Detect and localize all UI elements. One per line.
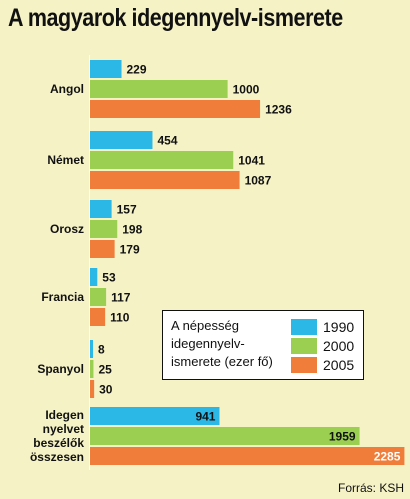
chart-title: A magyarok idegennyelv-ismerete	[8, 4, 343, 32]
bar-2005	[90, 240, 115, 258]
data-label: 1959	[329, 430, 356, 444]
legend-item-1990: 1990	[291, 318, 354, 335]
bar-2005	[90, 171, 240, 189]
bar-2000	[90, 151, 234, 169]
category-label: Idegen nyelvet beszélők összesen	[30, 408, 84, 464]
legend-item-2000: 2000	[291, 337, 354, 354]
legend-title: A népesség idegennyelv-ismerete (ezer fő…	[171, 318, 273, 369]
data-label: 1236	[265, 103, 292, 117]
bar-1990	[90, 407, 220, 425]
data-label: 941	[195, 410, 215, 424]
bar-1990	[90, 268, 98, 286]
bar-2000	[90, 427, 360, 445]
legend-swatch-1990	[291, 318, 317, 335]
bar-2005	[90, 447, 405, 465]
data-label: 2285	[374, 450, 401, 464]
legend-label-2005: 2005	[323, 356, 355, 373]
data-label: 53	[102, 271, 116, 285]
legend-swatch-2000	[291, 337, 317, 354]
source-note: Forrás: KSH	[337, 481, 404, 495]
legend-label-2000: 2000	[323, 337, 355, 354]
data-label: 117	[111, 291, 131, 305]
bar-2000	[90, 220, 118, 238]
data-label: 8	[98, 343, 105, 357]
data-label: 157	[117, 203, 137, 217]
bar-2005	[90, 308, 106, 326]
data-label: 198	[122, 223, 142, 237]
bar-2000	[90, 80, 228, 98]
data-label: 454	[157, 134, 177, 148]
legend-label-1990: 1990	[323, 318, 355, 335]
bar-1990	[90, 340, 93, 358]
bar-2000	[90, 360, 94, 378]
data-label: 179	[120, 243, 140, 257]
bar-2005	[90, 380, 95, 398]
bar-2000	[90, 288, 107, 306]
category-label: Német	[47, 153, 84, 167]
data-label: 110	[110, 311, 130, 325]
data-label: 1000	[233, 83, 260, 97]
data-label: 30	[99, 383, 113, 397]
data-label: 1087	[245, 174, 272, 188]
bar-2005	[90, 100, 261, 118]
category-label: Angol	[50, 82, 84, 96]
bar-1990	[90, 60, 122, 78]
bar-1990	[90, 131, 153, 149]
category-label: Orosz	[50, 222, 84, 236]
category-label: Spanyol	[37, 362, 84, 376]
category-label: Francia	[41, 290, 84, 304]
data-label: 229	[127, 63, 147, 77]
legend-item-2005: 2005	[291, 356, 354, 373]
legend: A népesség idegennyelv-ismerete (ezer fő…	[162, 310, 364, 380]
data-label: 1041	[238, 154, 265, 168]
bar-1990	[90, 200, 112, 218]
legend-swatch-2005	[291, 356, 317, 373]
data-label: 25	[98, 363, 112, 377]
